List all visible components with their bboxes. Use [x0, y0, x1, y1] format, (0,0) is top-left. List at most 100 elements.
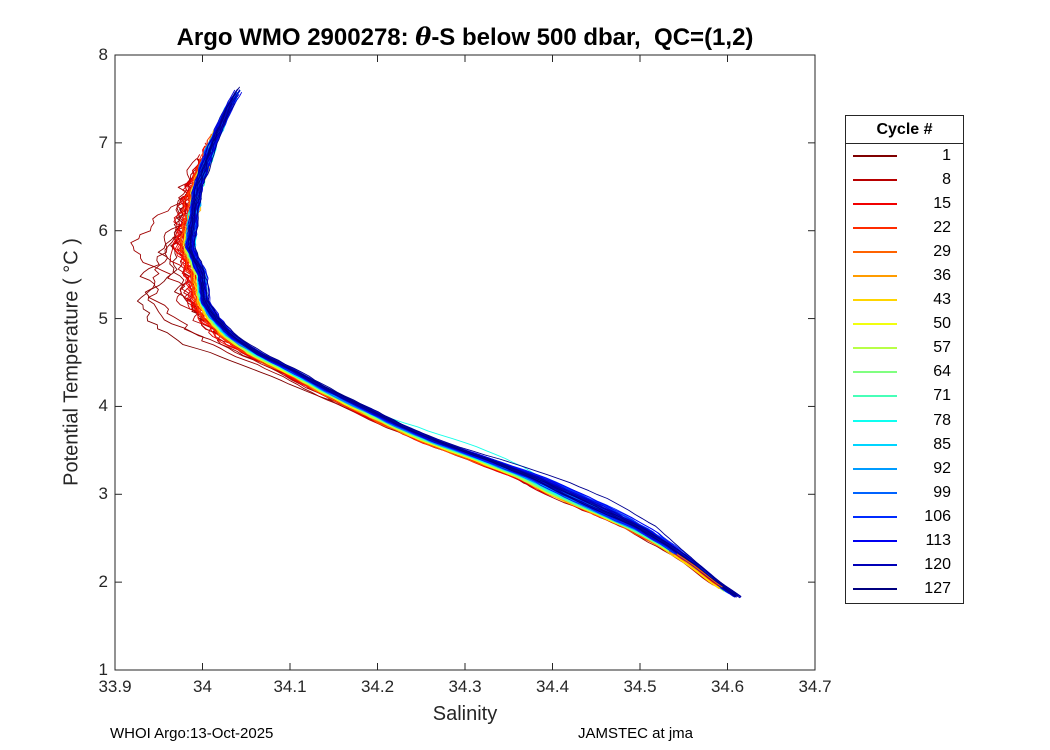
- profile-curve: [181, 154, 719, 588]
- profile-curve: [189, 103, 735, 595]
- legend-entry-label: 22: [933, 219, 951, 237]
- profile-curve: [186, 101, 728, 594]
- profile-curve: [185, 106, 727, 593]
- legend-entry: 29: [846, 240, 963, 264]
- legend-entry-label: 120: [924, 555, 951, 573]
- profile-curve: [190, 123, 725, 589]
- profile-curve: [187, 103, 732, 595]
- y-tick-label: 4: [98, 396, 108, 416]
- legend-entry-label: 127: [924, 579, 951, 597]
- legend-line-swatch: [853, 539, 897, 542]
- profile-curve: [177, 158, 719, 586]
- profile-curve: [185, 109, 728, 592]
- profile-curve: [187, 113, 731, 594]
- profile-curve: [189, 107, 734, 596]
- legend-entry-label: 50: [933, 315, 951, 333]
- legend-entry: 85: [846, 433, 963, 457]
- footer-credit-left: WHOI Argo:13-Oct-2025: [110, 725, 274, 742]
- legend-entry: 8: [846, 168, 963, 192]
- profile-curve: [187, 114, 731, 594]
- legend-line-swatch: [853, 155, 897, 158]
- legend-entry: 92: [846, 457, 963, 481]
- profile-curve: [175, 140, 717, 586]
- x-tick-label: 34.6: [710, 677, 745, 696]
- profile-curve: [187, 91, 733, 595]
- profile-curve: [189, 123, 723, 588]
- profile-curve: [186, 97, 731, 594]
- profile-curve: [188, 102, 734, 596]
- legend-line-swatch: [853, 515, 897, 518]
- legend-line-swatch: [853, 395, 897, 398]
- profile-curve: [191, 105, 736, 595]
- legend-entry-label: 43: [933, 291, 951, 309]
- legend-line-swatch: [853, 347, 897, 350]
- profile-curve: [187, 101, 730, 593]
- profile-curve: [174, 148, 720, 586]
- profile-curve: [191, 113, 733, 593]
- profile-curve: [188, 102, 728, 592]
- y-tick-label: 5: [98, 308, 108, 328]
- legend-entry-label: 99: [933, 483, 951, 501]
- profile-curve: [192, 91, 742, 597]
- profile-curve: [157, 153, 718, 585]
- legend-entry: 36: [846, 264, 963, 288]
- legend-entry-label: 113: [925, 531, 951, 549]
- profile-curve: [187, 88, 737, 598]
- legend-entry-label: 36: [933, 267, 951, 285]
- profile-curve: [191, 93, 742, 598]
- profile-curve: [184, 153, 719, 586]
- y-tick-label: 8: [98, 45, 108, 64]
- profile-curve: [179, 140, 719, 585]
- legend-entry: 106: [846, 505, 963, 529]
- y-tick-label: 7: [98, 132, 108, 152]
- profile-curve: [186, 105, 730, 595]
- legend-line-swatch: [853, 227, 897, 230]
- profile-curve: [192, 95, 737, 595]
- profile-curve: [190, 122, 725, 589]
- profile-curve: [189, 94, 731, 593]
- profile-curve: [184, 100, 727, 593]
- profile-curve: [188, 95, 732, 594]
- profile-curve: [186, 99, 734, 597]
- profile-curve: [184, 104, 736, 598]
- x-axis-label: Salinity: [432, 703, 498, 725]
- legend-entry-label: 57: [933, 339, 951, 357]
- profile-curve: [189, 98, 734, 595]
- profile-curve: [189, 100, 732, 593]
- x-tick-label: 34.7: [798, 677, 832, 696]
- legend-entry: 127: [846, 577, 963, 601]
- profile-curve: [188, 106, 732, 595]
- legend-entry: 57: [846, 336, 963, 360]
- legend-entry-label: 78: [933, 411, 951, 429]
- legend-entry-label: 15: [933, 195, 951, 213]
- profile-curve: [188, 86, 737, 597]
- legend-entry: 78: [846, 409, 963, 433]
- legend-line-swatch: [853, 443, 897, 446]
- y-tick-label: 3: [98, 484, 108, 504]
- chart-title-prefix: Argo WMO 2900278:: [176, 24, 416, 51]
- profile-curve: [190, 116, 725, 588]
- profile-curve: [187, 99, 730, 594]
- legend-entry: 120: [846, 553, 963, 577]
- legend: Cycle # 1 8 15 22 29 36 43 50 57 64 71 78 85 92 99 106 1…: [845, 115, 964, 604]
- legend-entry: 43: [846, 288, 963, 312]
- legend-entry: 113: [846, 529, 963, 553]
- profile-curve: [191, 89, 738, 597]
- profile-curve: [194, 106, 738, 596]
- legend-title: Cycle #: [846, 116, 963, 144]
- profile-curve: [191, 98, 737, 595]
- legend-entry-label: 8: [942, 171, 951, 189]
- theta-symbol: θ: [415, 22, 432, 51]
- profile-curve: [190, 93, 738, 598]
- legend-entry: 50: [846, 312, 963, 336]
- legend-line-swatch: [853, 323, 897, 326]
- chart-title: Argo WMO 2900278: θ-S below 500 dbar, QC…: [115, 22, 815, 52]
- profile-curve: [186, 104, 730, 594]
- profile-curve: [190, 118, 734, 593]
- legend-line-swatch: [853, 179, 897, 182]
- profile-curve: [673, 554, 719, 588]
- profile-curve: [191, 115, 732, 593]
- profile-curve: [193, 103, 742, 598]
- legend-entry-label: 85: [933, 435, 951, 453]
